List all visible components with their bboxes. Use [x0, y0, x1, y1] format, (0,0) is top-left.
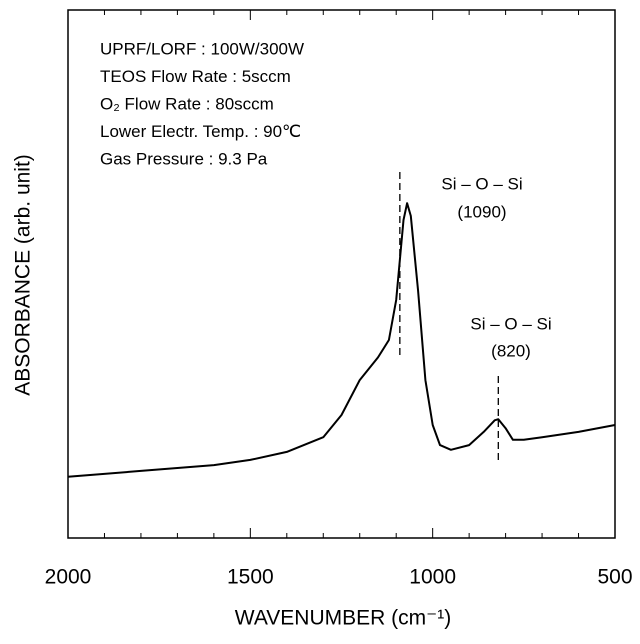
x-tick-label: 1500	[227, 566, 274, 589]
peak-label: (1090)	[457, 202, 506, 221]
x-axis-label: WAVENUMBER (cm⁻¹)	[235, 607, 451, 630]
annotation: Lower Electr. Temp. : 90℃	[100, 122, 301, 141]
annotation: TEOS Flow Rate : 5sccm	[100, 67, 291, 86]
annotation: UPRF/LORF : 100W/300W	[100, 39, 304, 58]
spectrum-line	[67, 202, 616, 478]
annotation: Gas Pressure : 9.3 Pa	[100, 149, 268, 168]
peak-name: Si – O – Si	[441, 174, 522, 193]
x-tick-label: 1000	[409, 566, 456, 589]
y-axis-label: ABSORBANCE (arb. unit)	[12, 154, 35, 396]
peak-name: Si – O – Si	[470, 314, 551, 333]
annotation: O₂ Flow Rate : 80sccm	[100, 94, 274, 113]
x-tick-label: 2000	[45, 566, 92, 589]
x-tick-label: 500	[597, 566, 632, 589]
peak-label: (820)	[491, 341, 531, 360]
plot-frame	[67, 9, 616, 539]
